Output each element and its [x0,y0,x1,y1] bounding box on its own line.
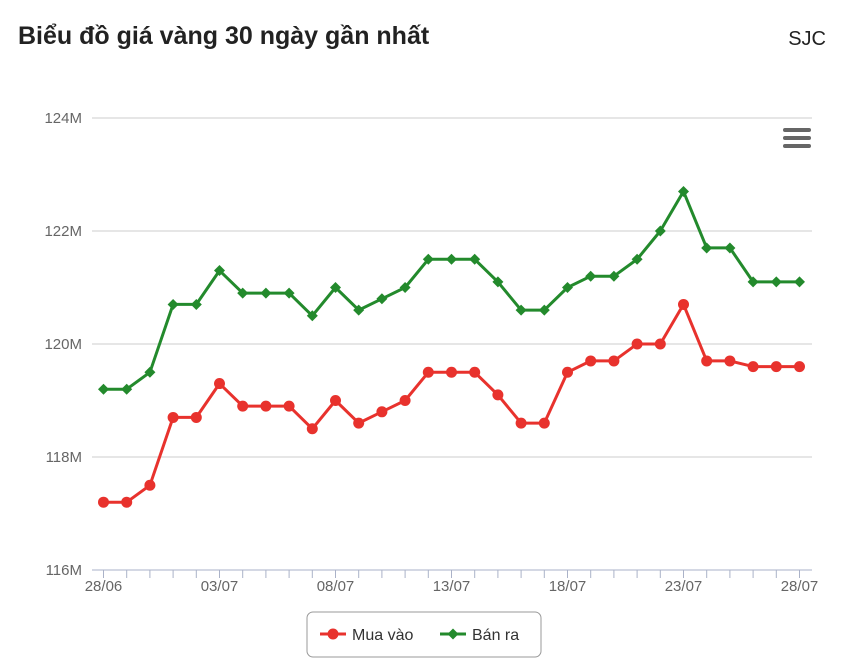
y-tick-label: 122M [44,223,82,240]
legend-marker [327,628,339,640]
data-point[interactable] [98,383,109,395]
data-point[interactable] [631,338,643,350]
data-point[interactable] [190,411,202,423]
chart-title: Biểu đồ giá vàng 30 ngày gần nhất [18,22,430,50]
data-point[interactable] [121,383,133,395]
legend-label[interactable]: Bán ra [472,627,519,644]
data-point[interactable] [678,298,689,310]
menu-bar [783,128,811,132]
data-point[interactable] [794,361,805,373]
grid-layer [92,117,812,571]
y-tick-label: 118M [46,449,82,466]
series-line [103,302,800,504]
data-point[interactable] [446,253,457,265]
data-point[interactable] [98,496,109,508]
data-point[interactable] [770,276,782,288]
x-tick-label: 13/07 [433,578,471,595]
data-point[interactable] [214,265,225,277]
data-point[interactable] [538,417,550,429]
data-point[interactable] [330,282,341,293]
data-point[interactable] [144,366,156,378]
data-point[interactable] [144,479,156,491]
data-point[interactable] [353,304,365,316]
data-point[interactable] [237,400,249,412]
data-point[interactable] [492,389,504,401]
data-point[interactable] [701,355,713,367]
data-point[interactable] [654,225,666,237]
data-point[interactable] [260,287,272,299]
data-point[interactable] [515,304,527,316]
data-point[interactable] [422,366,434,378]
legend-box [306,611,542,658]
data-point[interactable] [190,298,202,310]
data-point[interactable] [306,310,318,322]
data-point[interactable] [306,423,318,435]
data-point[interactable] [747,361,759,373]
data-point[interactable] [283,400,295,412]
data-point[interactable] [654,338,666,350]
data-point[interactable] [538,304,550,316]
data-point[interactable] [770,361,782,373]
y-tick-label: 116M [46,562,82,579]
data-point[interactable] [631,253,643,265]
data-point[interactable] [376,293,388,305]
data-point[interactable] [678,185,689,197]
series-layer [98,185,805,508]
data-point[interactable] [492,276,504,288]
x-tick-label: 23/07 [665,578,703,595]
data-point[interactable] [446,366,457,378]
legend-marker [447,628,459,640]
data-point[interactable] [283,287,295,299]
menu-bar [783,136,811,140]
x-tick-label: 28/06 [85,578,123,595]
data-point[interactable] [469,366,481,378]
data-point[interactable] [399,282,411,293]
y-tick-label: 124M [44,110,82,127]
data-point[interactable] [794,276,805,288]
legend-label[interactable]: Mua vào [352,627,413,644]
y-tick-label: 120M [44,336,82,353]
legend[interactable]: Mua vào Bán ra [306,611,542,658]
data-point[interactable] [724,355,736,367]
data-point[interactable] [608,270,620,282]
data-point[interactable] [515,417,527,429]
data-point[interactable] [260,400,272,412]
data-point[interactable] [237,287,249,299]
data-point[interactable] [167,411,179,423]
data-point[interactable] [562,366,573,378]
data-point[interactable] [167,298,179,310]
data-point[interactable] [747,276,759,288]
data-point[interactable] [121,496,133,508]
data-point[interactable] [422,253,434,265]
data-point[interactable] [353,417,365,429]
hamburger-menu-icon[interactable] [783,128,811,150]
menu-bar [783,144,811,148]
data-point[interactable] [701,242,713,254]
data-point[interactable] [562,282,573,293]
axis-layer: 116M 118M 120M 122M 124M 28/06 03/07 08/07 13/07… [44,110,818,595]
data-point[interactable] [585,270,597,282]
data-point[interactable] [399,395,411,406]
data-point[interactable] [214,378,225,390]
series-line [103,189,800,391]
x-tick-label: 28/07 [781,578,819,595]
brand-label: SJC [788,28,826,50]
x-tick-label: 18/07 [549,578,587,595]
data-point[interactable] [608,355,620,367]
data-point[interactable] [376,406,388,418]
data-point[interactable] [585,355,597,367]
data-point[interactable] [724,242,736,254]
x-tick-label: 08/07 [317,578,355,595]
data-point[interactable] [469,253,481,265]
x-tick-label: 03/07 [201,578,239,595]
data-point[interactable] [330,395,341,406]
